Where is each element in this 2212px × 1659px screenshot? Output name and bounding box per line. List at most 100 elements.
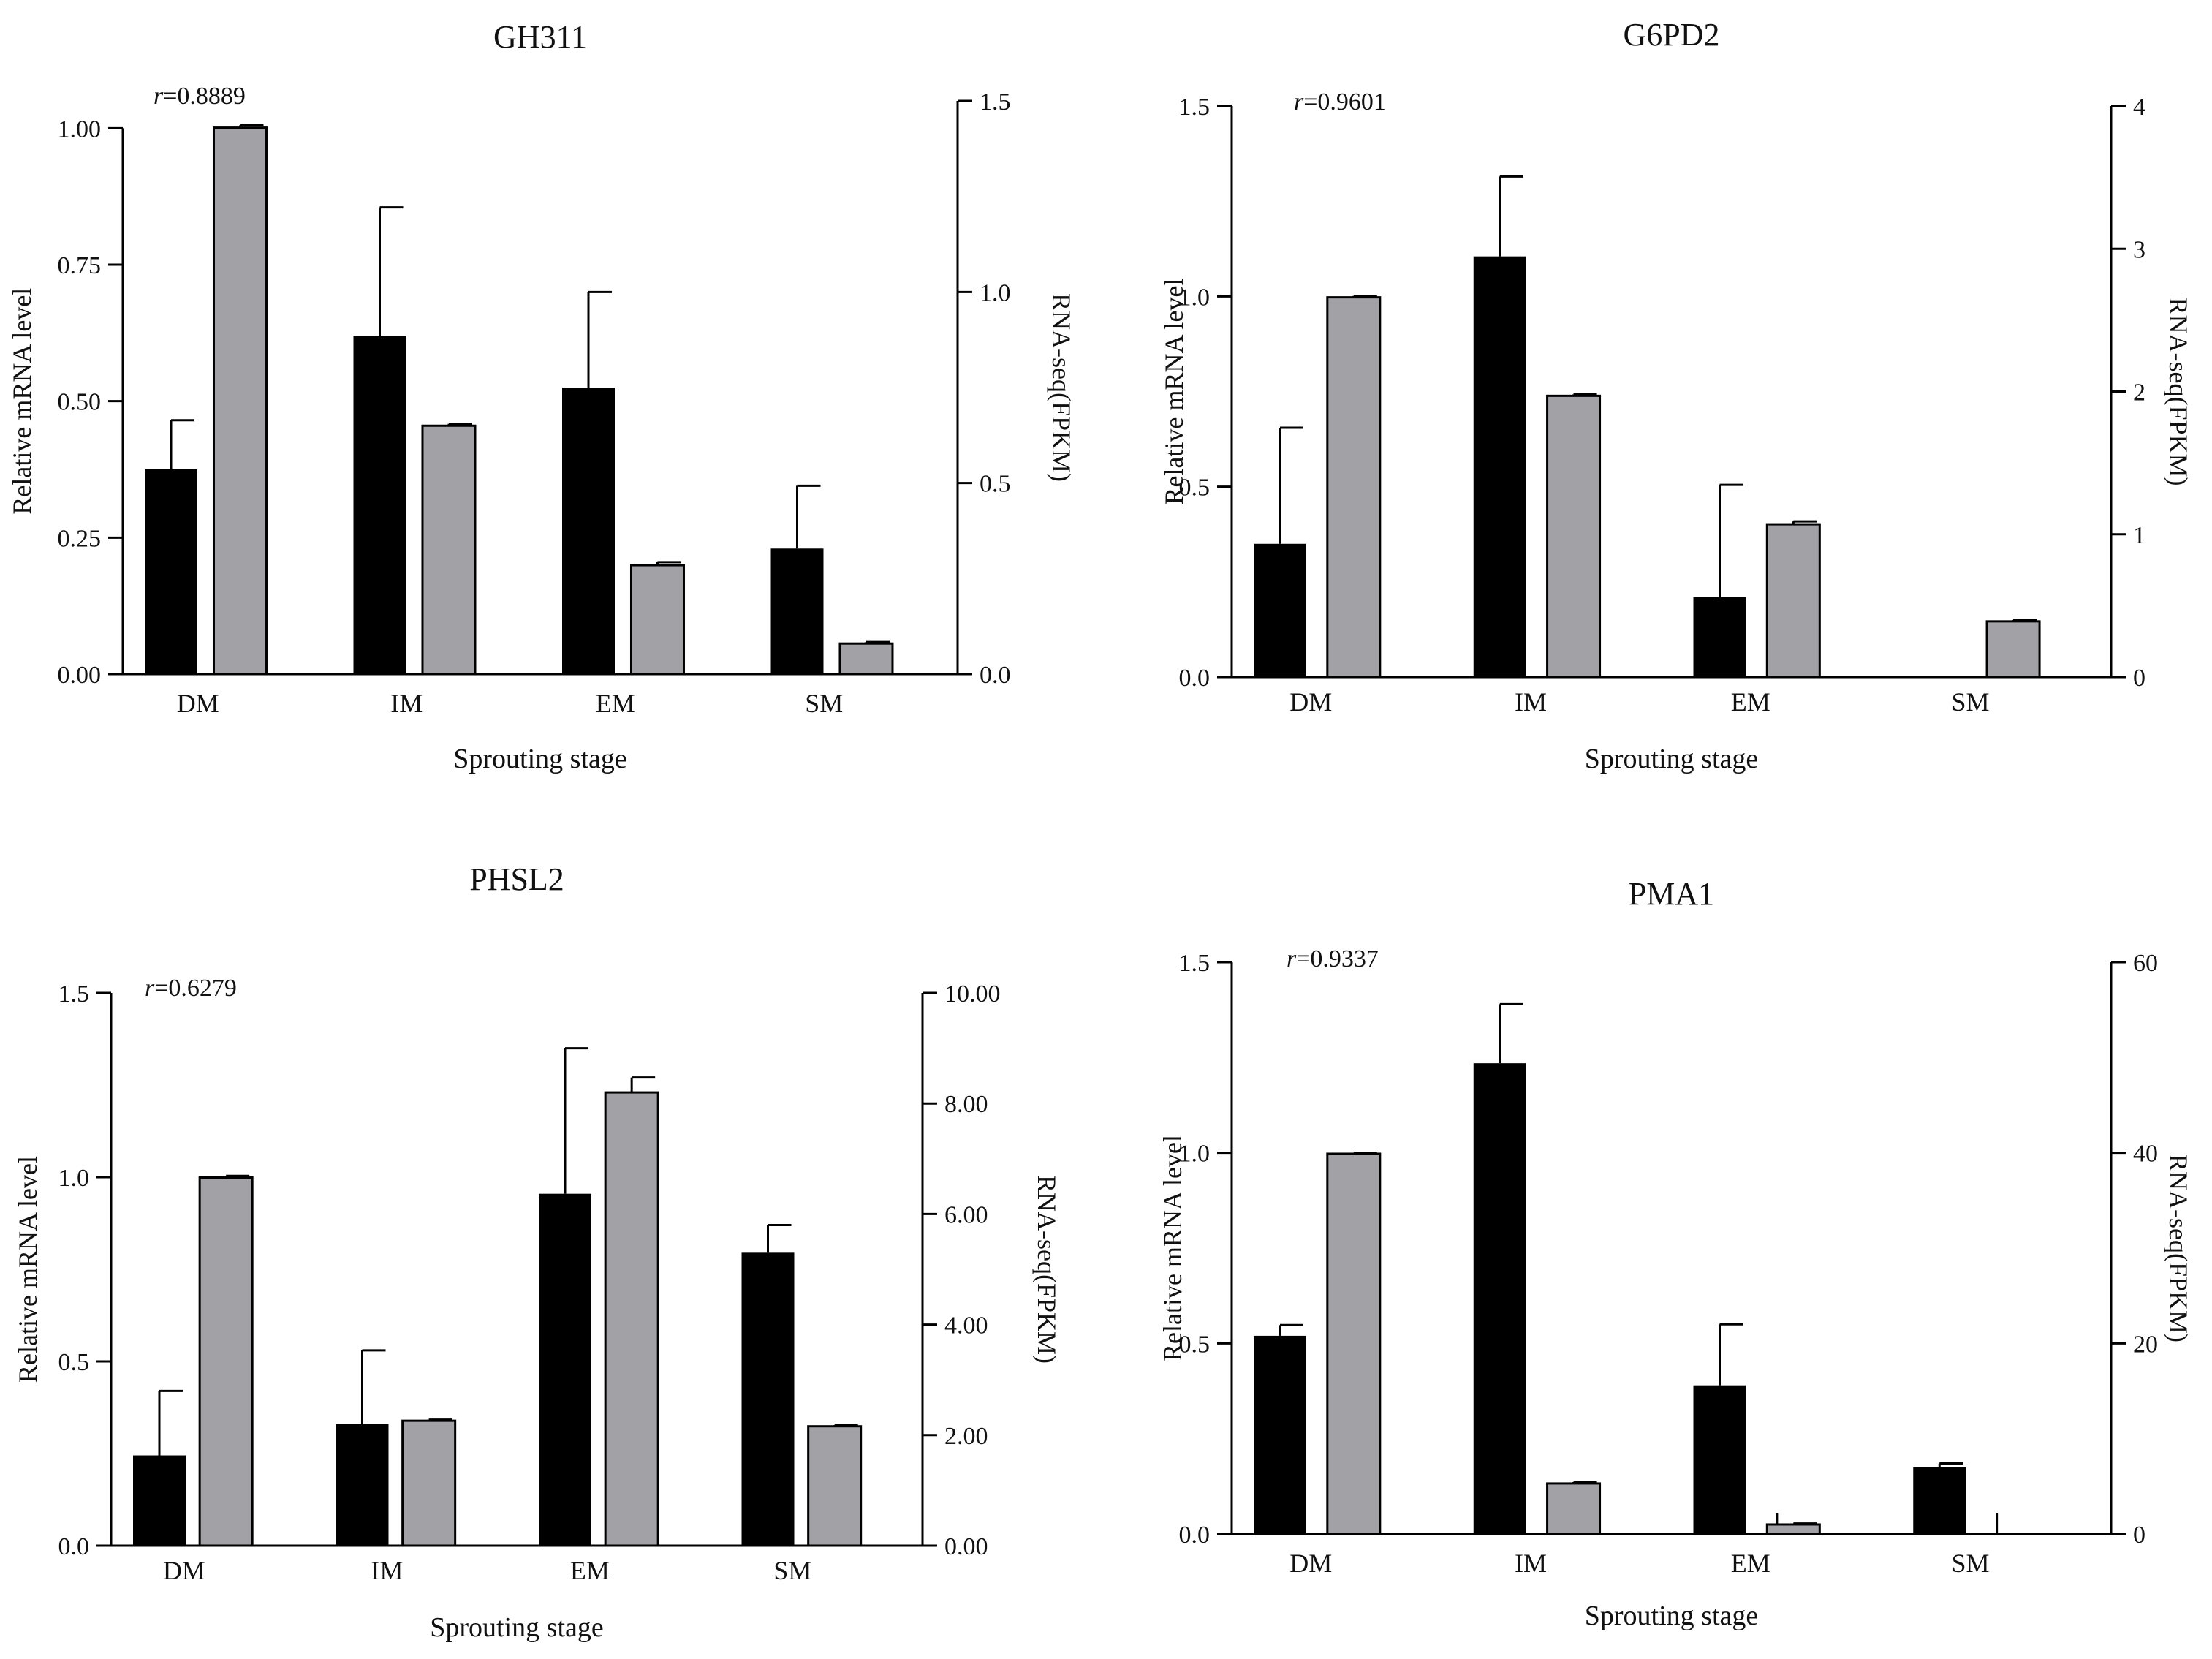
y2-axis-title-gh311: RNA-seq(FPKM): [1047, 293, 1076, 482]
y2-axis-title-phsl2: RNA-seq(FPKM): [1032, 1175, 1061, 1364]
chart-phsl2: PHSL2 r=0.6279 0.0 0.5 1.0 1.5 0.00 2.00 4.00 6.0…: [13, 861, 1061, 1643]
bar-phsl2-rnaseq-em: [604, 1091, 659, 1547]
bar-phsl2-rnaseq-dm: [198, 1176, 254, 1547]
y2-tick-label-g6pd2-1: 1: [2133, 522, 2145, 549]
bar-gh311-qpcr-em: [562, 388, 615, 674]
bar-pma1-qpcr-im: [1473, 1063, 1526, 1534]
correlation-label-gh311: r=0.8889: [154, 83, 246, 110]
y-tick-label-phsl2-3: 1.5: [58, 980, 90, 1008]
bar-gh311-qpcr-dm: [145, 469, 197, 674]
x-tick-label-pma1-0: DM: [1289, 1549, 1332, 1578]
y-tick-label-gh311-2: 0.50: [58, 389, 102, 416]
y2-tick-label-phsl2-1: 2.00: [944, 1423, 988, 1450]
correlation-label-g6pd2: r=0.9601: [1294, 88, 1386, 116]
correlation-symbol-gh311: r: [154, 83, 164, 110]
chart-g6pd2: G6PD2 r=0.9601 0.0 0.5 1.0 1.5 0 1 2 3 4 Relative m…: [1159, 17, 2193, 774]
y-tick-label-phsl2-2: 1.0: [58, 1165, 90, 1192]
bar-phsl2-qpcr-dm: [133, 1455, 186, 1546]
bar-phsl2-qpcr-em: [539, 1193, 591, 1546]
x-tick-label-gh311-2: EM: [596, 689, 635, 718]
y-tick-label-pma1-1: 0.5: [1179, 1331, 1211, 1358]
chart-gh311: GH311 r=0.8889 0.00 0.25 0.50 0.75 1.00 0.0 0.5 1…: [7, 19, 1076, 774]
y-tick-label-g6pd2-2: 1.0: [1179, 284, 1211, 311]
y2-tick-label-gh311-1: 0.5: [980, 471, 1011, 498]
y2-tick-label-g6pd2-0: 0: [2133, 665, 2145, 692]
y2-tick-label-pma1-3: 60: [2133, 950, 2158, 977]
bar-phsl2-rnaseq-im: [401, 1419, 457, 1547]
y-axis-title-pma1: Relative mRNA level: [1158, 1135, 1187, 1361]
x-tick-label-gh311-0: DM: [177, 689, 219, 718]
x-axis-title-pma1: Sprouting stage: [1585, 1601, 1758, 1631]
x-tick-label-g6pd2-1: IM: [1515, 687, 1547, 717]
y2-tick-label-gh311-0: 0.0: [980, 662, 1011, 689]
y2-tick-label-phsl2-3: 6.00: [944, 1201, 988, 1228]
y-axis-title-phsl2: Relative mRNA level: [13, 1156, 42, 1383]
y-tick-label-gh311-1: 0.25: [58, 525, 102, 552]
bar-g6pd2-rnaseq-sm: [1985, 620, 2041, 679]
y-tick-label-g6pd2-1: 0.5: [1179, 475, 1211, 502]
y-tick-label-g6pd2-0: 0.0: [1179, 665, 1211, 692]
y-tick-label-pma1-2: 1.0: [1179, 1141, 1211, 1168]
x-tick-label-gh311-1: IM: [390, 689, 423, 718]
y2-tick-label-pma1-0: 0: [2133, 1522, 2145, 1549]
y-axis-title-gh311: Relative mRNA level: [7, 288, 37, 515]
bar-phsl2-qpcr-sm: [741, 1252, 795, 1546]
x-tick-label-pma1-1: IM: [1515, 1549, 1547, 1578]
y-tick-label-pma1-3: 1.5: [1179, 950, 1211, 977]
correlation-value-phsl2: =0.6279: [154, 975, 237, 1002]
x-tick-label-g6pd2-0: DM: [1289, 687, 1332, 717]
y-tick-label-gh311-3: 0.75: [58, 252, 102, 279]
x-tick-label-pma1-2: EM: [1731, 1549, 1770, 1578]
x-tick-label-g6pd2-2: EM: [1731, 687, 1770, 717]
bar-pma1-rnaseq-im: [1546, 1482, 1602, 1535]
bar-g6pd2-rnaseq-dm: [1326, 296, 1382, 679]
bar-gh311-rnaseq-em: [629, 564, 685, 676]
bar-pma1-qpcr-em: [1693, 1385, 1746, 1534]
correlation-value-g6pd2: =0.9601: [1303, 88, 1386, 116]
y2-tick-label-phsl2-4: 8.00: [944, 1091, 988, 1118]
y2-axis-title-pma1: RNA-seq(FPKM): [2164, 1154, 2193, 1342]
bar-gh311-rnaseq-im: [421, 424, 477, 676]
correlation-symbol-pma1: r: [1287, 945, 1297, 972]
y-tick-label-gh311-4: 1.00: [58, 116, 102, 143]
correlation-value-gh311: =0.8889: [163, 83, 246, 110]
x-tick-label-phsl2-2: EM: [570, 1556, 610, 1585]
chart-title-phsl2: PHSL2: [469, 861, 564, 897]
x-axis-title-phsl2: Sprouting stage: [430, 1612, 603, 1643]
bar-g6pd2-qpcr-dm: [1254, 543, 1306, 677]
x-axis-title-gh311: Sprouting stage: [453, 744, 626, 774]
y2-tick-label-gh311-2: 1.0: [980, 279, 1011, 306]
y-axis-title-g6pd2: Relative mRNA level: [1159, 279, 1189, 505]
x-tick-label-gh311-3: SM: [805, 689, 843, 718]
bar-phsl2-rnaseq-sm: [807, 1425, 863, 1547]
bar-pma1-rnaseq-em: [1765, 1523, 1821, 1535]
y2-tick-label-phsl2-5: 10.00: [944, 980, 1001, 1008]
y-tick-label-phsl2-1: 0.5: [58, 1349, 90, 1376]
x-tick-label-phsl2-0: DM: [163, 1556, 205, 1585]
y2-tick-label-pma1-2: 40: [2133, 1141, 2158, 1168]
correlation-symbol-phsl2: r: [145, 975, 155, 1002]
bar-g6pd2-qpcr-em: [1693, 597, 1746, 677]
y2-tick-label-gh311-3: 1.5: [980, 88, 1011, 116]
bar-phsl2-qpcr-im: [336, 1424, 389, 1546]
bar-g6pd2-rnaseq-im: [1546, 394, 1602, 679]
correlation-label-pma1: r=0.9337: [1287, 945, 1379, 972]
y2-tick-label-phsl2-0: 0.00: [944, 1533, 988, 1560]
x-axis-title-g6pd2: Sprouting stage: [1585, 744, 1758, 774]
correlation-label-phsl2: r=0.6279: [145, 975, 237, 1002]
x-tick-label-phsl2-3: SM: [773, 1556, 811, 1585]
chart-title-gh311: GH311: [493, 19, 587, 55]
y-tick-label-g6pd2-3: 1.5: [1179, 94, 1211, 121]
bar-g6pd2-rnaseq-em: [1765, 523, 1821, 679]
correlation-value-pma1: =0.9337: [1296, 945, 1379, 972]
y2-tick-label-pma1-1: 20: [2133, 1331, 2158, 1358]
y-tick-label-gh311-0: 0.00: [58, 662, 102, 689]
y2-axis-title-g6pd2: RNA-seq(FPKM): [2164, 297, 2193, 485]
y-tick-label-pma1-0: 0.0: [1179, 1522, 1211, 1549]
bar-g6pd2-qpcr-im: [1473, 256, 1526, 677]
chart-pma1: PMA1 r=0.9337 0.0 0.5 1.0 1.5 0 20 40 60 Relative …: [1158, 876, 2193, 1631]
bar-gh311-qpcr-sm: [770, 548, 824, 674]
correlation-symbol-g6pd2: r: [1294, 88, 1304, 116]
